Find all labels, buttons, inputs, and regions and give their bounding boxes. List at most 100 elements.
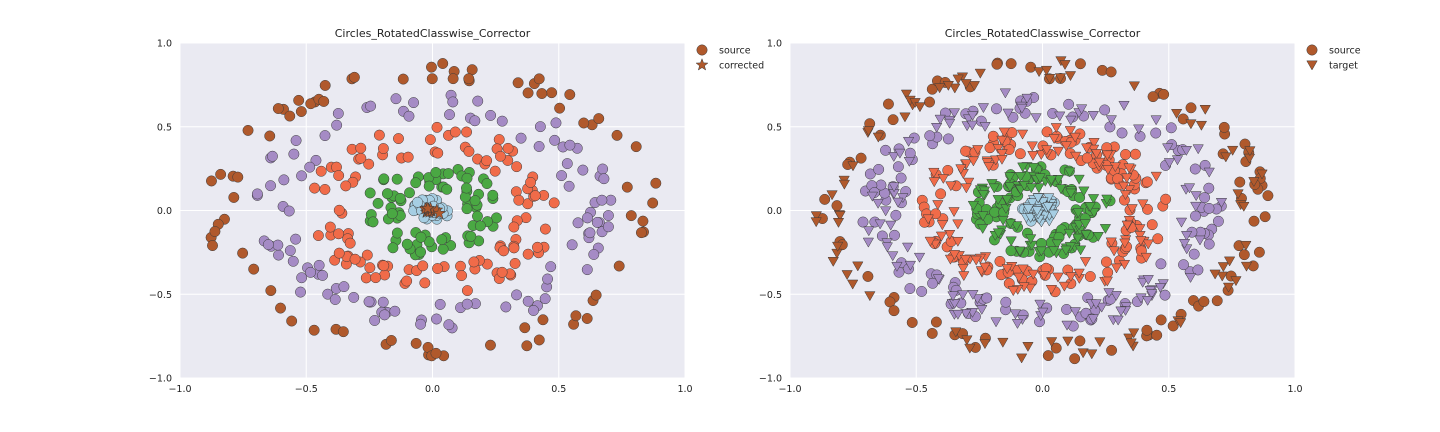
source-point [561,158,573,170]
source-point [522,248,534,260]
source-point [265,180,277,192]
source-point [228,192,240,203]
target-point [1078,186,1090,197]
target-point [999,88,1011,99]
source-point [465,230,477,242]
target-point [924,236,936,247]
target-point [1123,163,1135,174]
source-point [402,151,414,163]
target-point [885,220,897,231]
target-point [972,145,984,156]
target-point [1134,224,1146,235]
target-point [1040,65,1053,76]
target-point [1033,67,1045,78]
target-point [1052,146,1064,157]
source-point [1014,148,1026,160]
target-point [1110,263,1123,274]
source-point [1074,335,1086,347]
source-point [895,172,907,184]
target-point [1046,337,1058,348]
target-point [1215,198,1228,208]
source-point [1199,192,1211,204]
target-point [1142,275,1154,285]
source-point [496,115,508,127]
source-point [1189,163,1201,175]
source-point [385,334,397,346]
target-point [872,198,884,209]
source-point [232,171,244,183]
target-point [1073,220,1085,231]
source-point [431,121,443,133]
source-point [442,168,454,179]
target-point [1013,272,1025,283]
source-point [485,109,497,121]
source-point [1147,91,1159,103]
source-point [613,260,625,272]
target-point [1069,307,1081,318]
source-point [1234,176,1246,188]
target-point [872,132,884,143]
target-point [1073,174,1085,185]
target-point [892,197,904,208]
target-point [1021,93,1033,104]
source-point [309,182,320,194]
target-point [996,135,1008,146]
target-point [1075,104,1088,115]
source-point [489,165,501,177]
source-point [630,141,642,153]
target-point [996,154,1008,165]
source-point [831,200,843,212]
source-point [324,221,336,233]
source-point [408,97,420,109]
target-point [1101,150,1113,161]
source-point [935,188,947,200]
source-point [819,193,831,205]
target-point [968,81,981,92]
target-point [1125,338,1137,349]
target-point [998,127,1010,138]
target-point [1171,155,1184,166]
source-point [437,58,449,69]
target-point [1016,103,1028,114]
source-point [278,174,290,186]
source-point [1081,152,1093,164]
target-point [961,335,973,346]
source-point [290,135,302,146]
target-point [1001,195,1013,205]
source-point [1203,182,1215,194]
target-point [902,136,915,147]
target-point [1146,289,1158,300]
target-point [1115,306,1127,317]
target-point [1072,233,1084,244]
target-point [1180,231,1193,241]
source-point [542,273,553,285]
target-point [1050,123,1062,134]
source-point [363,296,375,308]
legend-marker-target [1306,60,1318,71]
source-point [449,126,461,138]
target-point [1244,146,1256,157]
source-point [1253,246,1265,258]
source-point [364,187,376,199]
source-point [625,210,637,222]
target-point [1070,151,1082,162]
source-point [319,183,331,195]
target-point [1058,281,1070,292]
target-point [1101,194,1113,205]
legend-marker-corrected [695,58,709,71]
source-point [890,209,902,221]
target-point [947,291,959,302]
target-point [970,255,982,266]
target-point [979,262,991,273]
target-point [888,152,900,163]
target-point [1088,138,1100,148]
target-point [974,68,986,79]
target-point [1086,349,1098,360]
target-point [1119,190,1132,201]
target-point [1038,271,1050,281]
target-point [1025,234,1037,245]
source-point [348,291,360,303]
corrected-point [432,206,446,219]
target-point [967,290,979,300]
source-point [412,196,424,208]
